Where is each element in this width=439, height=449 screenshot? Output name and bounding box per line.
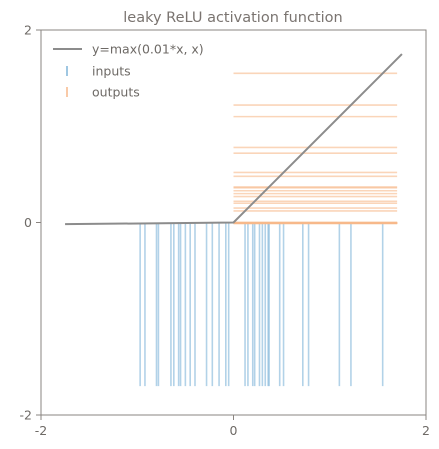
legend-label-outputs: outputs [92, 85, 140, 100]
relu-curve-line [65, 53, 403, 226]
legend-label-curve: y=max(0.01*x, x) [92, 42, 204, 57]
y-tick-label: 2 [24, 23, 32, 38]
legend: y=max(0.01*x, x) inputs outputs [53, 42, 204, 100]
legend-label-inputs: inputs [92, 64, 131, 79]
x-tick-label: 2 [422, 423, 430, 438]
chart-title: leaky ReLU activation function [123, 10, 342, 26]
axis-ticks: -2 0 2 -2 0 2 [20, 23, 430, 439]
inputs-rug [139, 222, 384, 387]
x-tick-label: 0 [230, 423, 238, 438]
outputs-rug [233, 72, 398, 225]
y-tick-label: -2 [20, 408, 32, 423]
x-tick-label: -2 [35, 423, 47, 438]
y-tick-label: 0 [24, 215, 32, 230]
